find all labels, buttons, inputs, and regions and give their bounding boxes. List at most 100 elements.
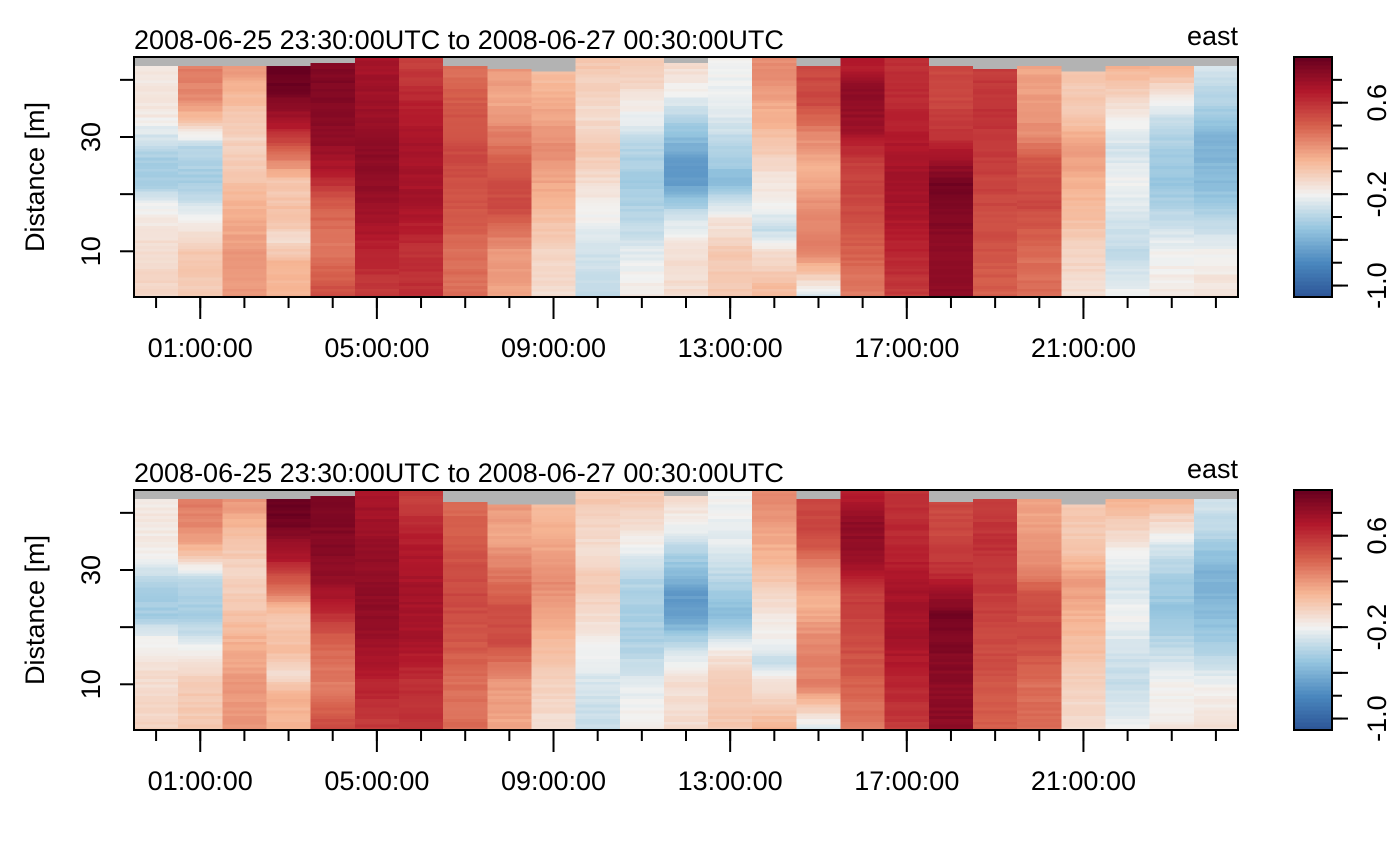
- heatmap-cell: [840, 630, 886, 634]
- heatmap-cell: [840, 661, 886, 665]
- heatmap-cell: [354, 117, 400, 121]
- heatmap-cell: [708, 117, 753, 121]
- heatmap-cell: [310, 77, 356, 81]
- heatmap-cell: [266, 675, 312, 679]
- heatmap-cell: [266, 279, 312, 284]
- heatmap-cell: [1017, 658, 1062, 662]
- heatmap-cell: [619, 701, 665, 705]
- heatmap-cell: [266, 274, 312, 278]
- heatmap-cell: [973, 108, 1018, 112]
- heatmap-cell: [663, 168, 709, 172]
- heatmap-cell: [222, 561, 267, 565]
- heatmap-cell: [1061, 59, 1106, 64]
- heatmap-cell: [1017, 590, 1062, 594]
- heatmap-cell: [1061, 199, 1106, 204]
- heatmap-cell: [354, 498, 400, 502]
- heatmap-cell: [575, 638, 621, 642]
- heatmap-cell: [354, 291, 400, 295]
- heatmap-cell: [398, 492, 444, 497]
- heatmap-cell: [266, 185, 312, 189]
- heatmap-cell: [1193, 248, 1239, 252]
- heatmap-cell: [1105, 291, 1151, 295]
- heatmap-cell: [1017, 125, 1062, 129]
- heatmap-cell: [222, 527, 267, 531]
- heatmap-cell: [928, 712, 974, 717]
- x-tick-label: 17:00:00: [854, 766, 959, 796]
- heatmap-cell: [1061, 527, 1106, 531]
- heatmap-cell: [796, 277, 841, 281]
- heatmap-cell: [487, 621, 532, 625]
- heatmap-cell: [310, 575, 356, 579]
- heatmap-cell: [1193, 632, 1239, 637]
- heatmap-cell: [1105, 610, 1151, 614]
- heatmap-cell: [1061, 650, 1106, 654]
- heatmap-cell: [973, 111, 1018, 115]
- heatmap-cell: [222, 202, 267, 206]
- heatmap-cell: [796, 530, 841, 534]
- heatmap-cell: [178, 217, 223, 221]
- heatmap-cell: [178, 171, 223, 175]
- heatmap-cell: [884, 57, 930, 61]
- heatmap-cell: [354, 547, 400, 551]
- heatmap-cell: [884, 128, 930, 132]
- heatmap-cell: [752, 251, 797, 255]
- heatmap-cell: [1149, 57, 1195, 61]
- heatmap-cell: [708, 134, 753, 138]
- colorbar-step: [1294, 129, 1332, 134]
- heatmap-cell: [752, 584, 797, 588]
- heatmap-cell: [928, 162, 974, 166]
- heatmap-cell: [178, 607, 223, 611]
- heatmap-cell: [266, 262, 312, 266]
- heatmap-cell: [266, 501, 312, 505]
- heatmap-cell: [398, 99, 444, 104]
- heatmap-cell: [443, 237, 488, 241]
- colorbar-step: [1294, 538, 1332, 543]
- heatmap-cell: [973, 498, 1018, 502]
- heatmap-cell: [840, 277, 886, 281]
- heatmap-cell: [663, 527, 709, 531]
- heatmap-cell: [973, 259, 1018, 264]
- heatmap-cell: [752, 257, 797, 261]
- heatmap-cell: [134, 74, 179, 78]
- heatmap-cell: [928, 532, 974, 537]
- heatmap-cell: [134, 601, 179, 605]
- heatmap-cell: [796, 154, 841, 158]
- heatmap-cell: [884, 82, 930, 86]
- heatmap-cell: [1193, 157, 1239, 161]
- heatmap-cell: [928, 627, 974, 631]
- heatmap-cell: [266, 219, 312, 224]
- heatmap-cell: [575, 612, 621, 617]
- heatmap-cell: [178, 191, 223, 195]
- heatmap-cell: [796, 168, 841, 172]
- heatmap-cell: [1149, 139, 1195, 144]
- heatmap-cell: [1061, 724, 1106, 728]
- heatmap-cell: [796, 268, 841, 272]
- heatmap-cell: [796, 177, 841, 181]
- heatmap-cell: [663, 185, 709, 189]
- heatmap-cell: [398, 154, 444, 158]
- heatmap-cell: [708, 541, 753, 545]
- heatmap-cell: [840, 171, 886, 175]
- heatmap-cell: [398, 661, 444, 665]
- heatmap-cell: [973, 214, 1018, 218]
- heatmap-cell: [354, 179, 400, 184]
- heatmap-cell: [575, 242, 621, 246]
- heatmap-cell: [752, 228, 797, 232]
- heatmap-cell: [928, 77, 974, 81]
- heatmap-cell: [310, 288, 356, 292]
- heatmap-cell: [1061, 675, 1106, 679]
- heatmap-cell: [752, 222, 797, 226]
- heatmap-cell: [663, 647, 709, 651]
- heatmap-cell: [1149, 644, 1195, 648]
- heatmap-cell: [310, 191, 356, 195]
- heatmap-cell: [708, 188, 753, 192]
- heatmap-cell: [663, 561, 709, 565]
- heatmap-cell: [487, 291, 532, 295]
- heatmap-cell: [266, 632, 312, 637]
- heatmap-cell: [1017, 495, 1062, 499]
- heatmap-cell: [1061, 79, 1106, 84]
- heatmap-cell: [310, 145, 356, 149]
- y-axis-label: Distance [m]: [20, 535, 50, 685]
- heatmap-cell: [310, 108, 356, 112]
- heatmap-cell: [266, 259, 312, 264]
